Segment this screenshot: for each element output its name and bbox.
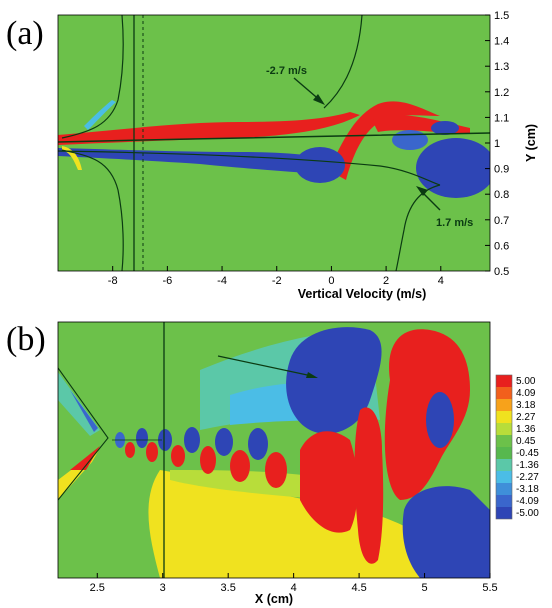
colorbar-swatch [496,507,512,519]
colorbar-swatch [496,459,512,471]
panel-b-x-tick-label: 5 [421,582,427,594]
colorbar-label: 3.18 [516,400,536,411]
panel-b-axes: 2.5 3 3.5 4 4.5 5 5.5 [57,321,498,594]
panel-a-contour-field [58,15,490,271]
panel-a-y-tick-label: 1 [494,138,500,150]
colorbar-swatch [496,387,512,399]
panel-a-y-tick-label: 0.9 [494,164,509,176]
colorbar-label: 2.27 [516,412,536,423]
panel-a-x-tick-label: -4 [217,275,227,287]
colorbar-frame [495,374,513,520]
panel-a-y-tick-label: 0.8 [494,189,509,201]
panel-b-frame [57,321,491,579]
colorbar-label: -1.36 [516,460,539,471]
panel-b-x-tick-label: 5.5 [482,582,497,594]
panel-b-x-tick-label: 4.5 [351,582,366,594]
panel-a-y-tick-label: 0.7 [494,215,509,227]
colorbar-label: -0.45 [516,448,539,459]
panel-a-y-tick-label: 1.2 [494,87,509,99]
panel-a-x-tick-label: -2 [272,275,282,287]
panel-a-x-tick-label: -8 [108,275,118,287]
panel-a-y-axis-title: Y (cm) [524,124,538,162]
panel-a-label: (a) [6,15,44,52]
colorbar-label: 5.00 [516,376,536,387]
annotation-neg-velocity: -2.7 m/s [266,65,307,77]
panel-a-x-axis-title: Vertical Velocity (m/s) [298,287,427,301]
panel-a-axes: -8 -6 -4 -2 0 2 4 0.5 0.6 0.7 0.8 0.9 1 1.1 1.2 1.3 1.4 1… [57,10,509,287]
panel-a-x-tick-label: 4 [438,275,444,287]
panel-a-y-tick-label: 0.6 [494,240,509,252]
panel-b-label: (b) [6,321,46,358]
panel-a-x-tick-label: 0 [328,275,334,287]
panel-a-y-tick-label: 1.1 [494,112,509,124]
panel-b-x-tick-label: 3 [160,582,166,594]
colorbar-label: -4.09 [516,496,539,507]
colorbar-swatch [496,471,512,483]
panel-a-x-tick-label: 2 [383,275,389,287]
colorbar-swatch [496,423,512,435]
panel-b-contour-field [58,322,490,578]
colorbar-label: 1.36 [516,424,536,435]
annotation-pos-velocity: 1.7 m/s [436,217,473,229]
colorbar: 5.004.093.182.271.360.45-0.45-1.36-2.27-… [495,374,539,520]
colorbar-swatch [496,375,512,387]
colorbar-swatch [496,483,512,495]
panel-b-x-tick-label: 2.5 [90,582,105,594]
colorbar-swatch [496,399,512,411]
colorbar-swatch [496,495,512,507]
colorbar-swatch [496,411,512,423]
panel-a-y-tick-label: 1.5 [494,10,509,22]
panel-a-y-tick-label: 1.4 [494,36,509,48]
colorbar-label: -2.27 [516,472,539,483]
colorbar-label: 4.09 [516,388,536,399]
colorbar-label: -5.00 [516,508,539,519]
colorbar-swatch [496,435,512,447]
panel-b-x-axis-title: X (cm) [255,592,293,606]
colorbar-swatch [496,447,512,459]
colorbar-label: -3.18 [516,484,539,495]
panel-b-x-tick-label: 4 [291,582,297,594]
panel-a-y-tick-label: 0.5 [494,266,509,278]
panel-b-x-tick-label: 3.5 [221,582,236,594]
panel-a-x-tick-label: -6 [162,275,172,287]
colorbar-label: 0.45 [516,436,536,447]
panel-a-y-tick-label: 1.3 [494,61,509,73]
